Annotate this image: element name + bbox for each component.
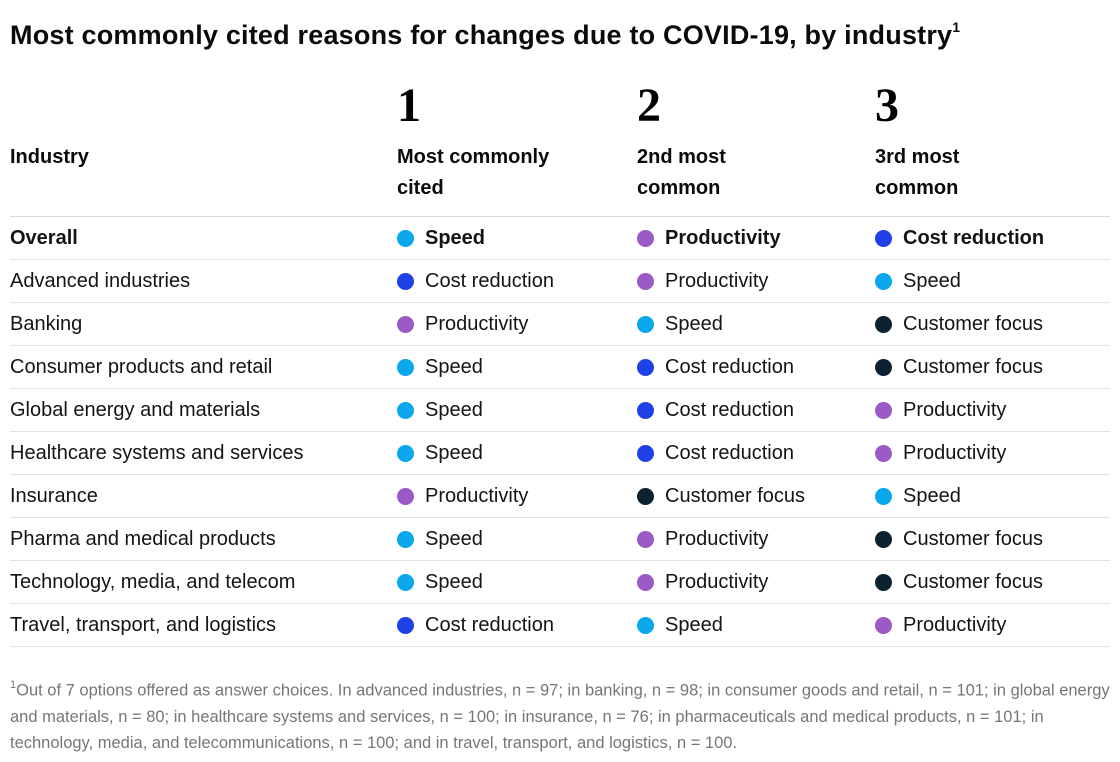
reason-label: Productivity [665, 527, 769, 550]
reason-dot [875, 358, 892, 376]
reason-dot [637, 573, 654, 591]
column-header-most-cited: Most commonly cited [397, 146, 550, 199]
page-title-text: Most commonly cited reasons for changes … [10, 20, 953, 50]
reason-label: Customer focus [903, 355, 1044, 378]
reason-label: Cost reduction [425, 613, 554, 636]
column-header-2nd: 2nd most common [637, 146, 726, 199]
reason-dot [397, 616, 414, 634]
reason-dot [875, 444, 892, 462]
reason-label: Productivity [903, 398, 1007, 421]
industry-label: Overall [10, 226, 78, 249]
table-row: Healthcare systems and services Speed Co… [10, 432, 1110, 475]
column-header-3rd: 3rd most common [875, 146, 960, 199]
reason-label: Speed [425, 355, 483, 378]
reason-label: Cost reduction [903, 226, 1045, 249]
industry-label: Banking [10, 312, 83, 335]
industry-label: Global energy and materials [10, 398, 261, 421]
table-row: Overall Speed Productivity Cost reductio… [10, 217, 1110, 260]
reason-label: Speed [425, 226, 486, 249]
reason-dot [637, 530, 654, 548]
reason-dot [397, 487, 414, 505]
reason-label: Customer focus [903, 527, 1044, 550]
table-row: Global energy and materials Speed Cost r… [10, 389, 1110, 432]
reason-dot [637, 272, 654, 290]
reason-dot [875, 530, 892, 548]
reason-label: Speed [903, 484, 961, 507]
reason-label: Productivity [425, 312, 529, 335]
reason-dot [637, 315, 654, 333]
reason-label: Speed [903, 269, 961, 292]
reason-dot [637, 358, 654, 376]
industry-label: Consumer products and retail [10, 355, 273, 378]
table-row: Advanced industries Cost reduction Produ… [10, 260, 1110, 303]
industry-label: Advanced industries [10, 269, 191, 292]
column-header-industry: Industry [10, 146, 89, 168]
reason-dot [397, 573, 414, 591]
reason-label: Speed [425, 398, 483, 421]
reason-dot [875, 401, 892, 419]
reason-label: Speed [425, 441, 483, 464]
rank-number-row: 1 2 3 [10, 82, 1110, 130]
reason-dot [397, 530, 414, 548]
reason-dot [637, 616, 654, 634]
table-row: Travel, transport, and logistics Cost re… [10, 604, 1110, 647]
reason-label: Speed [425, 527, 483, 550]
reason-dot [637, 229, 654, 247]
reason-dot [397, 358, 414, 376]
reason-dot [397, 272, 414, 290]
reason-label: Speed [665, 312, 723, 335]
footnote-marker: 1 [10, 679, 17, 691]
reason-label: Customer focus [903, 312, 1044, 335]
reason-dot [397, 401, 414, 419]
reason-dot [637, 444, 654, 462]
table-row: Pharma and medical products Speed Produc… [10, 518, 1110, 561]
industry-label: Technology, media, and telecom [10, 570, 296, 593]
reason-label: Cost reduction [665, 398, 794, 421]
reason-label: Productivity [665, 570, 769, 593]
page-title: Most commonly cited reasons for changes … [10, 12, 1110, 52]
rank-number-1: 1 [397, 79, 421, 132]
reason-dot [397, 315, 414, 333]
table-row: Banking Productivity Speed Customer focu… [10, 303, 1110, 346]
reason-dot [875, 573, 892, 591]
reason-dot [397, 444, 414, 462]
table-body: Overall Speed Productivity Cost reductio… [10, 217, 1110, 647]
reason-label: Speed [665, 613, 723, 636]
reason-label: Speed [425, 570, 483, 593]
reason-dot [875, 487, 892, 505]
footnote-text: Out of 7 options offered as answer choic… [10, 681, 1110, 752]
rank-number-3: 3 [875, 79, 899, 132]
title-footnote-marker: 1 [952, 19, 961, 35]
reason-dot [397, 229, 414, 247]
reason-label: Productivity [665, 269, 769, 292]
reason-label: Productivity [665, 226, 781, 249]
reason-label: Cost reduction [425, 269, 554, 292]
reason-dot [875, 315, 892, 333]
reason-dot [637, 401, 654, 419]
reason-label: Customer focus [903, 570, 1044, 593]
table-row: Insurance Productivity Customer focus Sp… [10, 475, 1110, 518]
rank-number-2: 2 [637, 79, 661, 132]
reason-label: Customer focus [665, 484, 806, 507]
reason-dot [875, 229, 892, 247]
reason-label: Cost reduction [665, 441, 794, 464]
industry-label: Healthcare systems and services [10, 441, 304, 464]
reason-label: Productivity [903, 613, 1007, 636]
industry-label: Insurance [10, 484, 98, 507]
exhibit: Most commonly cited reasons for changes … [0, 12, 1120, 756]
footnote: 1Out of 7 options offered as answer choi… [10, 673, 1110, 756]
reason-label: Productivity [903, 441, 1007, 464]
reason-dot [637, 487, 654, 505]
industry-label: Pharma and medical products [10, 527, 276, 550]
industry-label: Travel, transport, and logistics [10, 613, 277, 636]
reason-dot [875, 616, 892, 634]
reason-dot [875, 272, 892, 290]
table-row: Consumer products and retail Speed Cost … [10, 346, 1110, 389]
reason-label: Productivity [425, 484, 529, 507]
reason-label: Cost reduction [665, 355, 794, 378]
column-header-row: Industry Most commonly cited 2nd most co… [10, 142, 1110, 217]
table-row: Technology, media, and telecom Speed Pro… [10, 561, 1110, 604]
